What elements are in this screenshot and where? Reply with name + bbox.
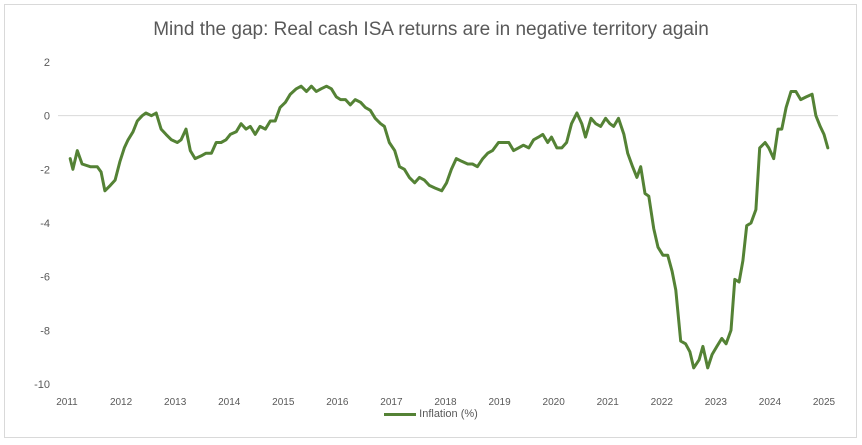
x-tick-label: 2012 — [110, 397, 133, 408]
chart-frame — [4, 4, 857, 438]
x-axis: 2011 2012 2013 2014 2015 2016 2017 2018 2019 2020… — [56, 397, 835, 408]
x-tick-label: 2020 — [543, 397, 566, 408]
series-group — [68, 84, 830, 370]
x-tick-label: 2013 — [164, 397, 187, 408]
x-tick-label: 2018 — [434, 397, 457, 408]
x-tick-label: 2019 — [488, 397, 511, 408]
y-tick-label: 2 — [44, 57, 50, 69]
y-tick-label: -8 — [40, 325, 50, 337]
x-tick-label: 2024 — [759, 397, 782, 408]
series-line-inflation — [68, 84, 830, 370]
legend-swatch-inflation — [384, 412, 417, 416]
legend-label-inflation: Inflation (%) — [419, 408, 478, 420]
y-tick-label: -6 — [40, 272, 50, 284]
chart-title: Mind the gap: Real cash ISA returns are … — [153, 19, 709, 40]
x-tick-label: 2016 — [326, 397, 349, 408]
x-tick-label: 2015 — [272, 397, 295, 408]
y-tick-label: -10 — [34, 379, 50, 391]
y-axis: 2 0 -2 -4 -6 -8 -10 — [34, 57, 50, 391]
x-tick-label: 2025 — [813, 397, 836, 408]
x-tick-label: 2017 — [380, 397, 403, 408]
y-tick-label: 0 — [44, 111, 50, 123]
y-tick-label: -2 — [40, 164, 50, 176]
x-tick-label: 2023 — [705, 397, 728, 408]
x-tick-label: 2014 — [218, 397, 241, 408]
legend: Inflation (%) — [0, 408, 862, 420]
x-tick-label: 2011 — [56, 397, 78, 408]
x-tick-label: 2021 — [597, 397, 620, 408]
x-tick-label: 2022 — [651, 397, 674, 408]
y-tick-label: -4 — [40, 218, 50, 230]
